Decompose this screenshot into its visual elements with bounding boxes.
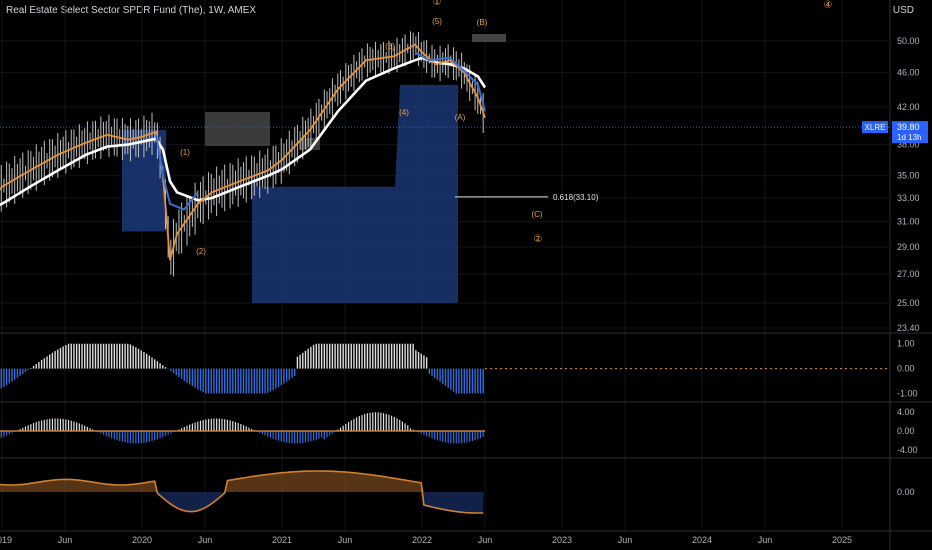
fast-average-line <box>0 43 486 261</box>
osc3-line <box>0 470 484 514</box>
wave-label: ④ <box>824 0 833 11</box>
price-tag-box <box>892 121 928 144</box>
osc1-tick-label: 1.00 <box>897 339 915 349</box>
price-tick-label: 38.00 <box>897 140 920 150</box>
price-axis: 50.00 46.00 42.00 38.00 35.00 33.00 31.00 29.00… <box>862 36 928 497</box>
osc2-tick-label: 4.00 <box>897 407 915 417</box>
price-tag-value: 39.80 <box>897 122 920 132</box>
wave-label: (2) <box>196 247 206 256</box>
resistance-zone-3 <box>472 34 506 42</box>
wave-label: ② <box>534 234 543 245</box>
time-tick-label: 2022 <box>412 535 432 545</box>
price-tick-label: 50.00 <box>897 36 920 46</box>
osc1-tick-label: -1.00 <box>897 389 918 399</box>
time-tick-label: Jun <box>618 535 633 545</box>
wave-label: (1) <box>180 148 190 157</box>
osc3-positive-area <box>0 471 484 492</box>
time-tick-label: Jun <box>198 535 213 545</box>
currency-label: USD <box>892 5 914 16</box>
blue-line-2020 <box>155 134 199 211</box>
wave-label: (B) <box>477 18 488 27</box>
time-tick-label: 2024 <box>692 535 712 545</box>
price-tick-label: 42.00 <box>897 102 920 112</box>
blue-line-2022 <box>414 51 486 112</box>
time-tick-label: 2021 <box>272 535 292 545</box>
chart-title: Real Estate Select Sector SPDR Fund (The… <box>6 5 257 16</box>
price-tick-label: 35.00 <box>897 171 920 181</box>
price-tick-label: 33.00 <box>897 193 920 203</box>
time-axis: 2019 Jun 2020 Jun 2021 Jun 2022 Jun 2023 Jun 2024 J… <box>0 535 852 545</box>
resistance-zone-1 <box>205 112 270 146</box>
price-tag-symbol: XLRE <box>865 123 886 132</box>
price-tick-label: 46.00 <box>897 67 920 77</box>
time-tick-label: 2019 <box>0 535 12 545</box>
time-tick-label: Jun <box>58 535 73 545</box>
wave-labels: (1) (2) (3) (4) (5) (A) (B) (C) ① ② ④ <box>180 0 832 256</box>
fib-level-label: 0.618(33.10) <box>553 193 599 202</box>
price-tick-label: 25.00 <box>897 298 920 308</box>
osc3-negative-area <box>0 492 484 513</box>
price-tag-symbol-box <box>862 121 888 134</box>
price-tick-label: 31.00 <box>897 217 920 227</box>
wave-label: (C) <box>531 210 542 219</box>
time-tick-label: 2023 <box>552 535 572 545</box>
time-tick-label: Jun <box>478 535 493 545</box>
price-tick-label: 29.00 <box>897 242 920 252</box>
time-tick-label: 2020 <box>132 535 152 545</box>
wave-label: (A) <box>455 113 466 122</box>
wave-label: ① <box>433 0 442 8</box>
price-tag-countdown: 1d 13h <box>897 133 921 142</box>
osc2-tick-label: -4.00 <box>897 445 918 455</box>
wave-label: (4) <box>399 108 409 117</box>
osc1-tick-label: 0.00 <box>897 364 915 374</box>
wave-label: (3) <box>385 42 395 51</box>
wave-label: (5) <box>432 17 442 26</box>
time-tick-label: Jun <box>758 535 773 545</box>
price-tick-label: 23.40 <box>897 323 920 333</box>
osc2-tick-label: 0.00 <box>897 426 915 436</box>
oscillator-panels <box>0 343 890 514</box>
moving-average-lines <box>0 43 487 261</box>
price-tick-label: 27.00 <box>897 269 920 279</box>
osc3-tick-label: 0.00 <box>897 487 915 497</box>
time-tick-label: 2025 <box>832 535 852 545</box>
time-tick-label: Jun <box>338 535 353 545</box>
fib-zone-2 <box>252 84 458 303</box>
